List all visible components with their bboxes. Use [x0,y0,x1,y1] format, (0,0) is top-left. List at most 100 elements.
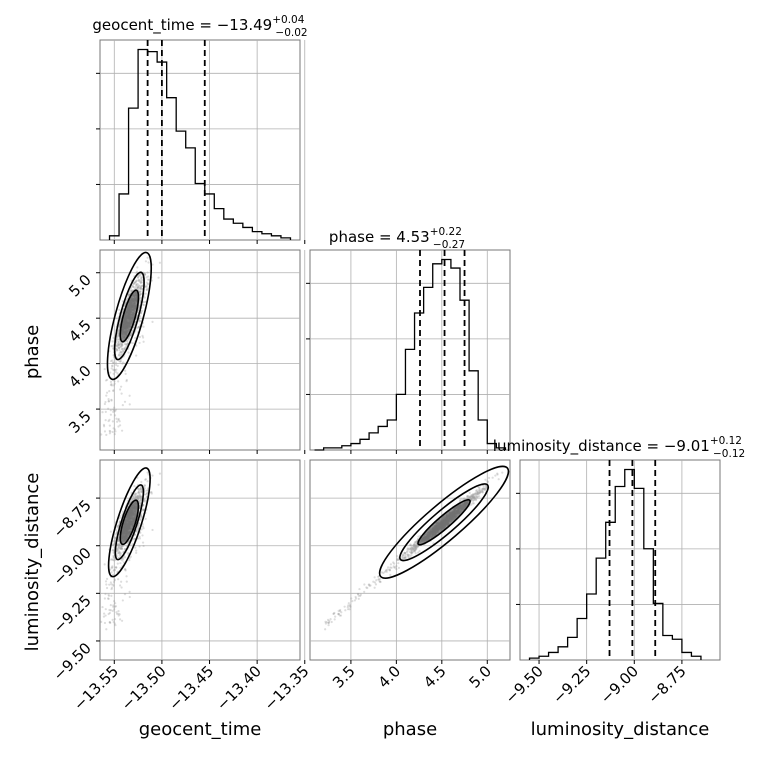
sample-point [365,586,368,589]
sample-point [139,290,142,293]
sample-point [120,544,123,547]
sample-point [134,533,137,536]
sample-point [136,495,139,499]
sample-point [112,605,115,609]
sample-point [481,489,484,492]
sample-point [404,557,407,560]
sample-point [473,494,476,497]
histogram-phase [314,258,507,451]
sample-point [141,284,144,287]
sample-point [411,547,414,550]
sample-point [141,303,145,306]
sample-point [411,551,415,554]
sample-point [139,487,143,490]
sample-point [104,608,107,611]
sample-point [110,566,113,569]
sample-point [139,293,142,296]
sample-point [146,283,149,286]
sample-point [135,282,138,286]
sample-point [143,493,146,496]
sample-point [111,430,114,434]
sample-point [140,311,143,314]
sample-point [107,594,111,597]
sample-point [137,497,140,500]
sample-point [135,279,138,282]
sample-point [351,600,354,603]
sample-point [102,615,106,618]
sample-point [392,561,395,564]
sample-point [357,593,360,596]
sample-point [496,473,499,476]
panel-frame [309,459,511,661]
sample-point [129,333,133,337]
sample-point [104,400,107,404]
sample-point [369,584,372,587]
sample-point [136,496,139,500]
x-tick-label: 4.5 [420,662,450,692]
sample-point [480,489,483,492]
sample-point [124,300,128,303]
sample-point [117,332,120,336]
sample-point [482,487,485,490]
sample-point [112,549,115,552]
sample-point [138,278,141,282]
sample-point [128,559,131,562]
x-tick-label: 4.0 [375,662,405,692]
sample-point [134,495,137,498]
sample-point [107,398,110,401]
sample-point [140,528,143,531]
sample-point [349,605,352,609]
sample-point [403,556,406,559]
sample-point [325,621,328,624]
sample-point [137,494,140,497]
sample-point [140,276,143,279]
sample-point [116,552,119,555]
sample-point [476,491,479,494]
sample-point [114,568,117,572]
sample-point [123,556,127,559]
sample-point [115,529,118,532]
sample-point [412,544,415,547]
sample-point [111,420,114,423]
sample-point [109,568,112,571]
sample-point [397,562,400,565]
sample-point [337,609,340,612]
sample-point [389,573,392,576]
sample-point [119,350,123,354]
sample-point [117,342,120,345]
sample-point [126,542,129,545]
sample-point [139,287,142,290]
sample-point [135,283,138,287]
sample-point [410,554,413,557]
sample-point [120,392,123,395]
sample-point [125,379,128,383]
y-tick-label: −9.25 [50,591,95,636]
y-tick-label: −8.75 [50,496,95,541]
sample-point [120,547,124,550]
sample-point [136,487,140,490]
sample-point [139,274,142,277]
sample-point [116,562,119,565]
sample-point [117,524,120,527]
sample-point [117,331,120,334]
sample-point [140,480,143,484]
sample-point [141,508,145,511]
sample-point [112,389,115,392]
sample-point [112,556,115,559]
sample-point [124,343,127,346]
sample-point [146,480,149,483]
sample-point [111,549,114,552]
sample-point [326,618,330,621]
sample-point [107,597,110,600]
sample-point [120,342,123,346]
sample-point [139,296,142,300]
sample-point [130,290,133,293]
sample-point [476,492,479,495]
sample-point [125,339,129,342]
sample-point [137,491,140,494]
sample-point [127,294,131,297]
sample-point [144,478,148,481]
sample-point [469,495,472,499]
sample-point [413,546,416,549]
sample-point [407,548,410,551]
